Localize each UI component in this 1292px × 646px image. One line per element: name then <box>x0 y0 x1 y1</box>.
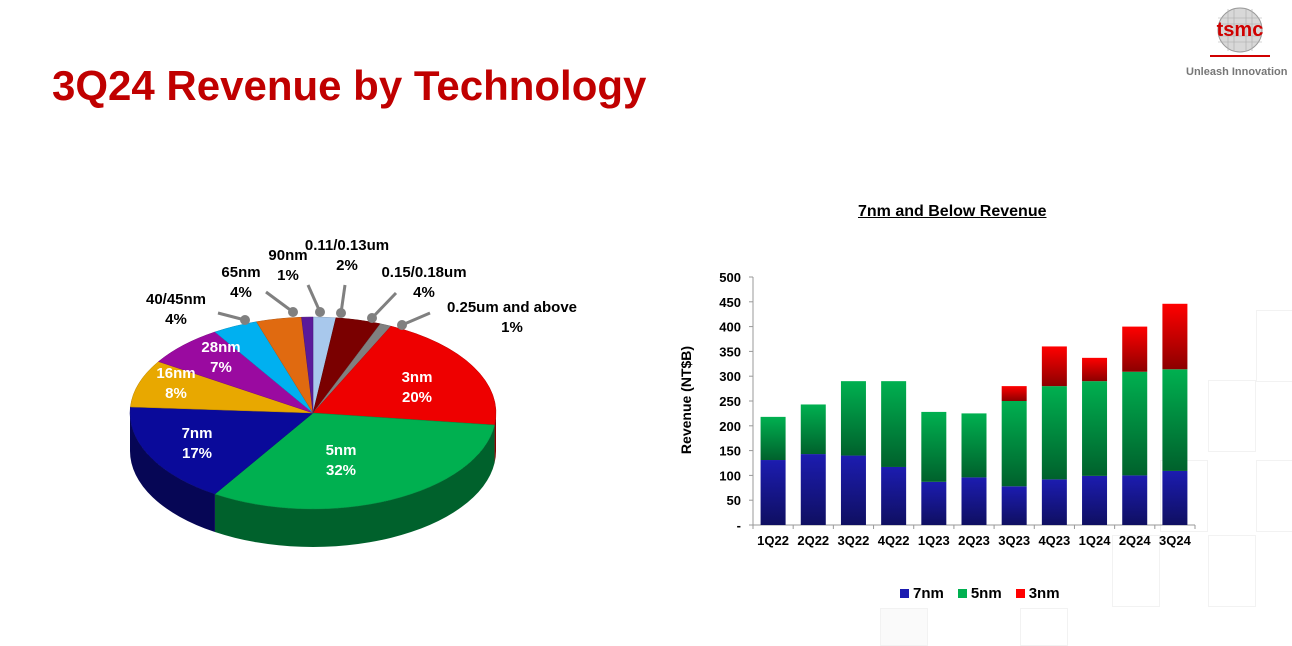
x-tick-label: 4Q22 <box>878 533 910 548</box>
pie-label-0.15-0.18um: 0.15/0.18um 4% <box>381 264 467 301</box>
pie-label-3nm: 3nm 20% <box>401 369 433 406</box>
y-tick-label: 200 <box>719 419 741 434</box>
bar-7nm-1Q22 <box>760 460 786 525</box>
bar-5nm-2Q23 <box>961 413 987 478</box>
legend-item-7nm: 7nm <box>900 585 944 602</box>
pie-label-28nm: 28nm 7% <box>201 339 241 376</box>
x-tick-label: 2Q23 <box>958 533 990 548</box>
x-tick-label: 1Q22 <box>757 533 789 548</box>
bar-chart-title: 7nm and Below Revenue <box>858 203 1047 220</box>
y-tick-label: 250 <box>719 394 741 409</box>
page-title: 3Q24 Revenue by Technology <box>52 62 647 109</box>
tsmc-logo: tsmc <box>1210 7 1270 57</box>
bar-7nm-3Q22 <box>840 455 866 525</box>
x-tick-label: 1Q24 <box>1079 533 1112 548</box>
pie-slice-90nm <box>301 316 314 414</box>
bar-7nm-2Q22 <box>800 454 826 525</box>
bar-7nm-1Q24 <box>1082 475 1108 525</box>
y-tick-label: 350 <box>719 344 741 359</box>
pie-slice-5nm <box>214 412 495 510</box>
pie-label-90nm: 90nm 1% <box>268 247 308 284</box>
bar-7nm-2Q24 <box>1122 475 1148 525</box>
background-tile <box>1256 310 1292 382</box>
y-tick-label: 450 <box>719 295 741 310</box>
y-tick-label: 400 <box>719 320 741 335</box>
pie-slice-7nm <box>129 406 314 495</box>
bar-5nm-1Q22 <box>760 416 786 461</box>
pie-chart <box>129 284 497 547</box>
bar-legend: 7nm 5nm 3nm <box>900 585 1060 602</box>
pie-label-7nm: 7nm 17% <box>181 425 213 462</box>
y-tick-label: - <box>737 518 741 533</box>
legend-item-5nm: 5nm <box>957 585 1002 602</box>
bar-5nm-2Q22 <box>800 404 826 455</box>
bar-7nm-3Q24 <box>1162 470 1188 525</box>
bar-5nm-4Q22 <box>881 381 907 467</box>
pie-label-65nm: 65nm 4% <box>221 264 261 301</box>
x-tick-label: 3Q23 <box>998 533 1030 548</box>
background-tile <box>1208 535 1256 607</box>
pie-slice-3nm <box>312 325 497 426</box>
background-tile <box>1112 535 1160 607</box>
bar-5nm-3Q23 <box>1001 401 1027 487</box>
x-tick-label: 3Q22 <box>838 533 870 548</box>
x-tick-label: 2Q24 <box>1119 533 1152 548</box>
bar-5nm-3Q22 <box>840 381 866 456</box>
pie-side-5nm <box>214 425 495 547</box>
bar-5nm-1Q24 <box>1082 381 1108 476</box>
pie-label-5nm: 5nm 32% <box>325 442 357 479</box>
y-tick-label: 100 <box>719 468 741 483</box>
y-tick-label: 500 <box>719 270 741 285</box>
bar-5nm-2Q24 <box>1122 371 1148 476</box>
x-tick-label: 1Q23 <box>918 533 950 548</box>
pie-side-7nm <box>130 413 215 533</box>
logo-text: tsmc <box>1217 19 1264 41</box>
pie-side-3nm <box>494 413 496 464</box>
pie-slice-16nm <box>130 361 314 414</box>
bar-5nm-4Q23 <box>1041 386 1067 480</box>
bar-7nm-4Q23 <box>1041 479 1067 525</box>
pie-leader-lines <box>217 284 431 330</box>
y-tick-label: 50 <box>727 493 741 508</box>
bar-7nm-3Q23 <box>1001 486 1027 525</box>
pie-label-40-45nm: 40/45nm 4% <box>145 291 207 328</box>
x-tick-label: 4Q23 <box>1038 533 1070 548</box>
bar-3nm-3Q24 <box>1162 303 1188 370</box>
x-tick-label: 2Q22 <box>797 533 829 548</box>
bar-5nm-3Q24 <box>1162 369 1188 471</box>
bar-7nm-1Q23 <box>921 481 947 525</box>
y-tick-label: 150 <box>719 444 741 459</box>
bar-7nm-2Q23 <box>961 477 987 525</box>
bar-5nm-1Q23 <box>921 411 947 482</box>
y-tick-label: 300 <box>719 369 741 384</box>
bar-3nm-1Q24 <box>1082 357 1108 382</box>
tagline: Unleash Innovation <box>1186 66 1288 78</box>
bar-3nm-2Q24 <box>1122 326 1148 372</box>
pie-label-16nm: 16nm 8% <box>156 365 196 402</box>
bar-3nm-4Q23 <box>1041 346 1067 387</box>
bar-3nm-3Q23 <box>1001 386 1027 401</box>
x-tick-label: 3Q24 <box>1159 533 1192 548</box>
legend-item-3nm: 3nm <box>1015 585 1060 602</box>
pie-label-0.11-0.13um: 0.11/0.13um 2% <box>304 237 390 274</box>
background-tile <box>1256 460 1292 532</box>
background-tile <box>1208 380 1256 452</box>
bar-7nm-4Q22 <box>881 466 907 525</box>
pie-label-0.25um: 0.25um and above 1% <box>446 299 578 336</box>
